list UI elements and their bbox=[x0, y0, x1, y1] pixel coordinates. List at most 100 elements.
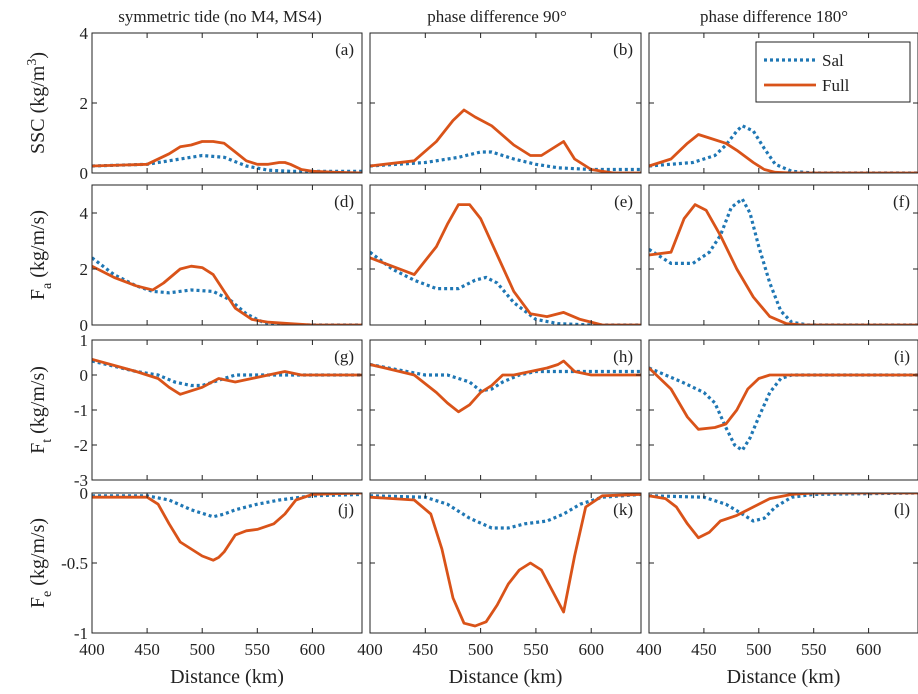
panel-frame bbox=[648, 492, 918, 634]
panel-g: -3 -2 -1 0 1 (g) bbox=[74, 331, 363, 490]
y-tick-label: 2 bbox=[80, 260, 89, 279]
x-tick-label: 400 bbox=[357, 640, 383, 659]
x-axis-label: Distance (km) bbox=[170, 666, 284, 688]
x-tick-label: 450 bbox=[691, 640, 717, 659]
series-line-full bbox=[92, 357, 362, 396]
panel-label: (h) bbox=[613, 347, 633, 366]
legend: Sal Full bbox=[755, 41, 911, 103]
panels-layer: 024(a)(b)(c)024(d)(e)(f)-3-2-101(g)(h)(i… bbox=[61, 24, 918, 659]
panel-frame bbox=[369, 492, 642, 634]
panel-frame bbox=[369, 339, 642, 481]
y-axis-label: Ft (kg/m/s) bbox=[27, 366, 55, 454]
series-line-sal bbox=[370, 493, 641, 530]
y-tick-label: -0.5 bbox=[61, 554, 88, 573]
legend-label-sal: Sal bbox=[822, 51, 844, 70]
series-line-full bbox=[649, 493, 918, 540]
y-axis-label: SSC (kg/m3) bbox=[25, 52, 49, 154]
x-tick-label: 550 bbox=[523, 640, 549, 659]
panel-a: 0 2 4 (a) bbox=[80, 24, 363, 183]
x-tick-label: 500 bbox=[468, 640, 494, 659]
y-axis-labels: SSC (kg/m3)Fa (kg/m/s)Ft (kg/m/s)Fe (kg/… bbox=[25, 52, 55, 608]
x-tick-label: 400 bbox=[79, 640, 105, 659]
y-tick-label: 0 bbox=[80, 366, 89, 385]
y-axis-label-main: F bbox=[27, 597, 49, 608]
y-tick-label: -1 bbox=[74, 624, 88, 643]
panel-frame bbox=[91, 32, 363, 174]
panel-label: (j) bbox=[338, 500, 354, 519]
series-line-sal bbox=[649, 197, 918, 325]
y-axis-label-tail: ) bbox=[27, 52, 49, 59]
y-tick-label: 0 bbox=[80, 316, 89, 335]
y-tick-label: -2 bbox=[74, 436, 88, 455]
series-line-full bbox=[649, 203, 918, 325]
y-axis-label-unit: (kg/m/s) bbox=[27, 210, 49, 283]
y-tick-label: -1 bbox=[74, 401, 88, 420]
series-line-sal bbox=[370, 150, 641, 172]
panel-l: 400 450 500 550 600 (l) bbox=[636, 492, 918, 659]
y-tick-label: 2 bbox=[80, 94, 89, 113]
panel-frame bbox=[369, 184, 642, 326]
column-title-1: symmetric tide (no M4, MS4) bbox=[118, 7, 322, 26]
y-tick-label: 1 bbox=[80, 331, 89, 350]
series-line-sal bbox=[370, 362, 641, 393]
series-line-full bbox=[370, 359, 641, 414]
y-axis-label-sup: 3 bbox=[25, 59, 40, 66]
series-line-sal bbox=[649, 124, 918, 173]
panel-k: 400 450 500 550 600 (k) bbox=[357, 492, 642, 659]
series-line-full bbox=[370, 203, 641, 325]
panel-label: (i) bbox=[894, 347, 910, 366]
series-line-full bbox=[92, 264, 362, 325]
x-tick-label: 500 bbox=[746, 640, 772, 659]
panel-frame bbox=[91, 339, 363, 481]
y-axis-label-sub: t bbox=[40, 439, 55, 443]
column-title-3: phase difference 180° bbox=[700, 7, 848, 26]
y-tick-label: 0 bbox=[80, 484, 89, 503]
y-axis-label-sub: e bbox=[40, 591, 55, 597]
series-line-sal bbox=[370, 250, 641, 325]
panel-label: (b) bbox=[613, 40, 633, 59]
panel-d: 0 2 4 (d) bbox=[80, 184, 363, 335]
panel-label: (g) bbox=[334, 347, 354, 366]
legend-box bbox=[755, 41, 911, 103]
series-line-sal bbox=[92, 359, 362, 388]
y-tick-label: 4 bbox=[80, 204, 89, 223]
series-line-full bbox=[649, 133, 918, 173]
series-line-full bbox=[92, 493, 362, 562]
x-tick-label: 550 bbox=[245, 640, 271, 659]
panel-frame bbox=[648, 339, 918, 481]
x-tick-label: 600 bbox=[578, 640, 604, 659]
series-line-full bbox=[649, 366, 918, 431]
panel-f: (f) bbox=[648, 184, 918, 326]
panel-i: (i) bbox=[648, 339, 918, 481]
y-axis-label-sub: a bbox=[40, 282, 55, 289]
panel-frame bbox=[91, 184, 363, 326]
y-axis-label-unit: (kg/m/s) bbox=[27, 518, 49, 591]
y-axis-label-main: SSC (kg/m bbox=[27, 65, 49, 154]
x-axis-label: Distance (km) bbox=[727, 666, 841, 688]
panel-label: (a) bbox=[335, 40, 354, 59]
x-tick-label: 500 bbox=[189, 640, 215, 659]
series-line-sal bbox=[92, 493, 362, 519]
panel-j: -1 -0.5 0 400 450 500 550 600 (j) bbox=[61, 484, 363, 659]
x-tick-label: 450 bbox=[134, 640, 160, 659]
y-axis-label: Fe (kg/m/s) bbox=[27, 518, 55, 608]
legend-label-full: Full bbox=[822, 76, 850, 95]
x-tick-label: 550 bbox=[801, 640, 827, 659]
panel-frame bbox=[648, 184, 918, 326]
panel-label: (d) bbox=[334, 192, 354, 211]
x-tick-label: 600 bbox=[856, 640, 882, 659]
x-tick-label: 450 bbox=[413, 640, 439, 659]
panel-h: (h) bbox=[369, 339, 642, 481]
series-line-sal bbox=[92, 256, 362, 325]
y-axis-label-main: F bbox=[27, 443, 49, 454]
column-title-2: phase difference 90° bbox=[427, 7, 567, 26]
panel-b: (b) bbox=[369, 32, 642, 174]
panel-frame bbox=[369, 32, 642, 174]
series-line-full bbox=[370, 493, 641, 628]
panel-label: (l) bbox=[894, 500, 910, 519]
panel-label: (k) bbox=[613, 500, 633, 519]
panel-e: (e) bbox=[369, 184, 642, 326]
y-axis-label: Fa (kg/m/s) bbox=[27, 210, 55, 300]
x-axis-labels: Distance (km) Distance (km) Distance (km) bbox=[170, 666, 840, 688]
